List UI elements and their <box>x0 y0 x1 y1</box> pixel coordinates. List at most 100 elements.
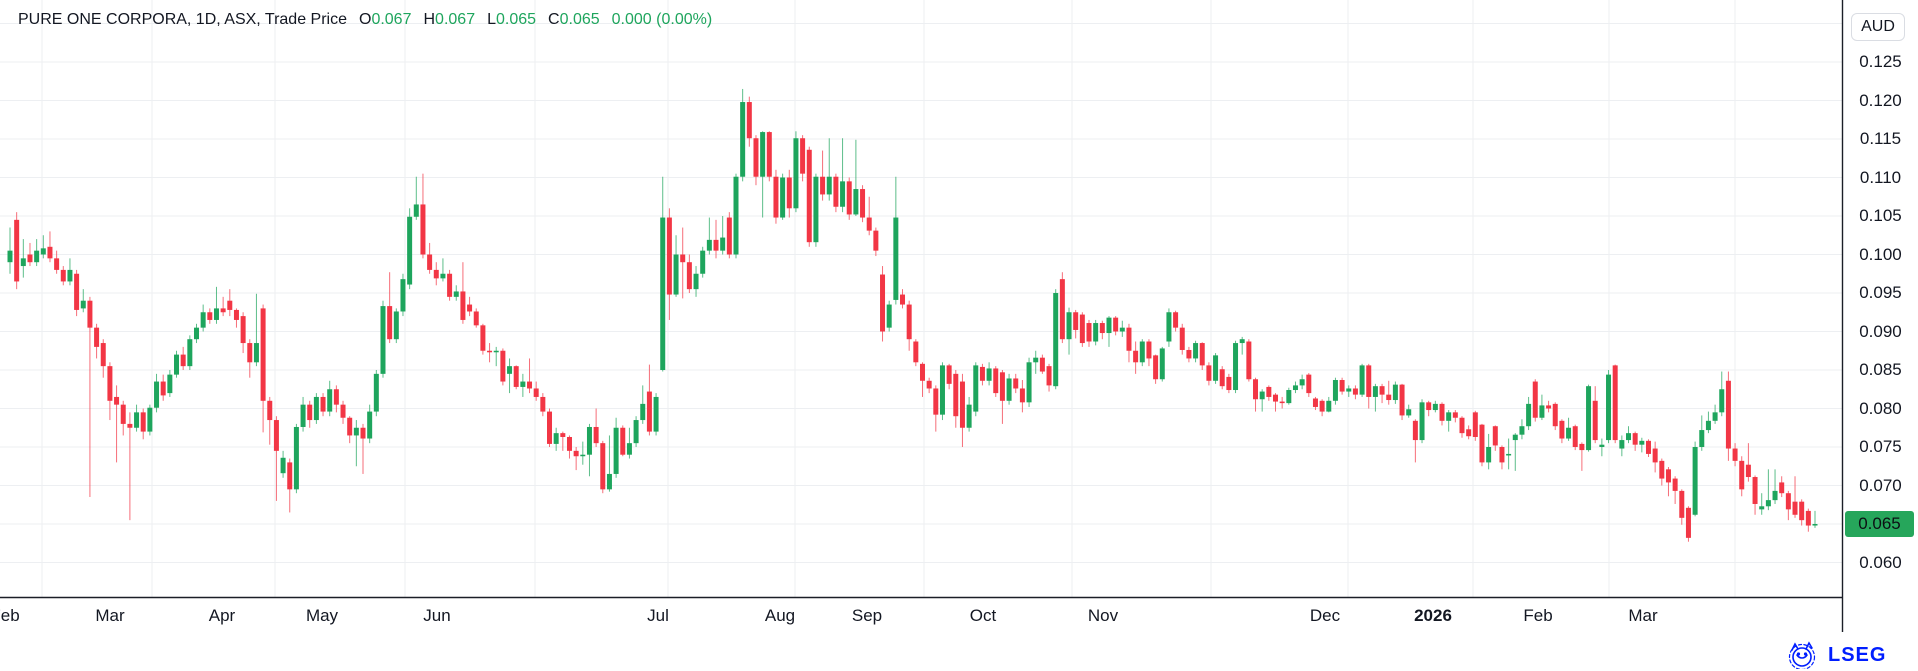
candle <box>273 416 279 501</box>
candle-body <box>1312 398 1318 407</box>
candle <box>140 408 146 440</box>
candle <box>187 335 193 370</box>
candle-body <box>1299 379 1305 386</box>
candle <box>47 231 53 263</box>
candle <box>480 323 486 355</box>
ohlc-high: H 0.067 <box>423 11 475 29</box>
candle-body <box>1412 420 1418 441</box>
candle-body <box>387 306 393 340</box>
candle-body <box>1812 524 1818 526</box>
candle-body <box>1705 420 1711 431</box>
candle-body <box>147 407 153 432</box>
candle <box>353 420 359 467</box>
candle-body <box>400 279 406 312</box>
candle-body <box>340 404 346 418</box>
candle-body <box>1392 384 1398 401</box>
candle <box>1665 467 1671 497</box>
candle-body <box>1259 391 1265 400</box>
candle <box>1326 396 1332 413</box>
candle <box>953 370 959 428</box>
candle-body <box>1599 444 1605 447</box>
candle-body <box>1279 401 1285 404</box>
candle-body <box>1039 357 1045 372</box>
candle <box>1626 426 1632 444</box>
candle <box>840 138 846 213</box>
candle <box>267 396 273 445</box>
candle-body <box>287 462 293 490</box>
time-tick-label: Jul <box>647 606 669 625</box>
candle <box>1606 370 1612 444</box>
candle-body <box>726 217 732 255</box>
candle <box>1039 354 1045 374</box>
candle <box>1639 437 1645 453</box>
candle <box>946 363 952 390</box>
candle <box>94 323 100 359</box>
candle <box>1106 316 1112 347</box>
candle <box>1692 441 1698 517</box>
candle <box>1466 425 1472 440</box>
candle <box>207 308 213 324</box>
candle-body <box>547 411 553 444</box>
candle-body <box>253 343 259 363</box>
candle <box>1539 394 1545 421</box>
candle-body <box>187 339 193 367</box>
candle <box>180 346 186 370</box>
candle-body <box>1053 293 1059 387</box>
candle <box>373 370 379 417</box>
candle-body <box>1526 403 1532 427</box>
candle-body <box>447 273 453 297</box>
candle <box>1126 323 1132 363</box>
candle-body <box>227 300 233 310</box>
symbol-title[interactable]: PURE ONE CORPORA, 1D, ASX, Trade Price <box>18 11 347 28</box>
price-axis[interactable]: AUD 0.125 0.120 0.115 0.110 0.105 0.100 0.095 0… <box>1843 0 1918 632</box>
candle-body <box>1685 507 1691 538</box>
candle <box>926 377 932 394</box>
candle-body <box>653 396 659 432</box>
candle-body <box>240 316 246 344</box>
candle-body <box>840 181 846 207</box>
candle-body <box>620 427 626 455</box>
candle <box>167 370 173 397</box>
candle <box>746 96 752 147</box>
candle-body <box>826 176 832 195</box>
candle-body <box>320 396 326 412</box>
candle <box>1759 493 1765 515</box>
candle <box>680 227 686 299</box>
candle <box>1026 357 1032 407</box>
candle-body <box>1725 380 1731 449</box>
candle-body <box>507 366 513 374</box>
candle <box>1446 410 1452 432</box>
candle-body <box>1073 312 1079 330</box>
candle-body <box>833 176 839 207</box>
candle-body <box>1093 323 1099 342</box>
candle-body <box>780 177 786 218</box>
candle-body <box>1626 433 1632 441</box>
candle <box>1532 379 1538 422</box>
candle-body <box>686 262 692 290</box>
candle-body <box>1732 448 1738 461</box>
lseg-logo[interactable]: LSEG <box>1782 641 1886 669</box>
candle <box>1512 433 1518 471</box>
candle-body <box>1639 440 1645 445</box>
candle <box>1153 354 1159 384</box>
candle <box>313 393 319 424</box>
candle <box>1286 387 1292 405</box>
candle-body <box>1719 389 1725 413</box>
candle-body <box>213 308 219 320</box>
candle-body <box>180 354 186 367</box>
time-axis[interactable]: Feb Mar Apr May Jun Jul Aug Sep Oct Nov Dec 2026 Feb… <box>0 598 1842 632</box>
candle <box>1332 377 1338 405</box>
candle <box>753 135 759 186</box>
candle-body <box>1379 386 1385 395</box>
candle <box>253 293 259 367</box>
candle-body <box>1619 440 1625 449</box>
candle <box>320 393 326 417</box>
candle-body <box>1439 403 1445 421</box>
candle-body <box>1459 417 1465 434</box>
candle-body <box>60 269 66 282</box>
candle-body <box>1059 279 1065 340</box>
candle <box>393 308 399 344</box>
candle <box>1752 475 1758 515</box>
candle <box>1579 442 1585 471</box>
